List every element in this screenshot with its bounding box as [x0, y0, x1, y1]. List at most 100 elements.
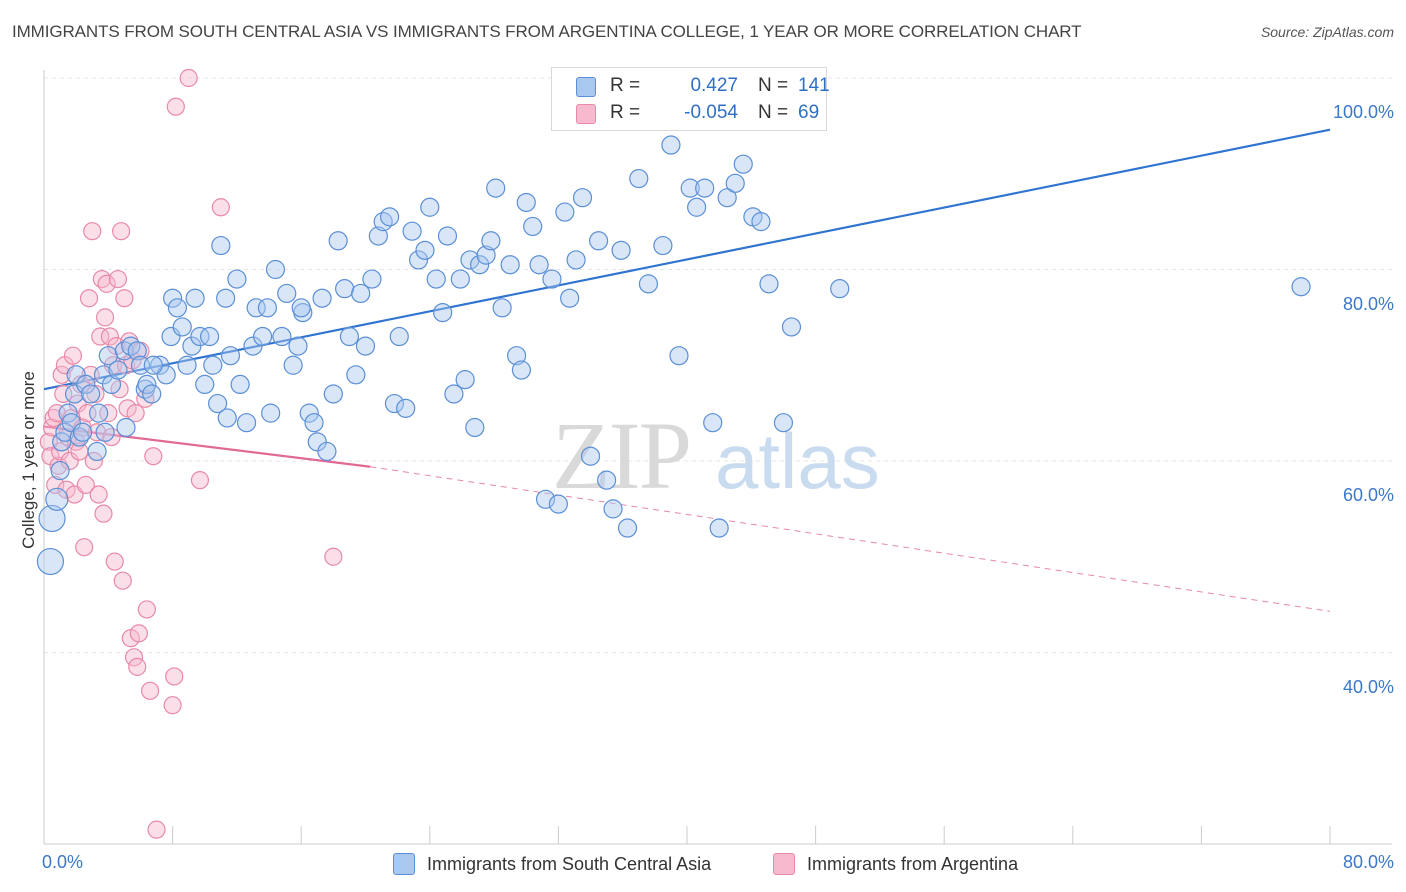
data-point-south-central-asia	[733, 154, 753, 174]
axes	[43, 70, 1392, 845]
data-point-south-central-asia	[351, 283, 371, 304]
data-point-argentina	[100, 327, 120, 346]
data-point-argentina	[163, 696, 182, 715]
legend-r-value: 0.427	[690, 75, 738, 96]
data-point-argentina	[129, 624, 148, 643]
data-point-south-central-asia	[220, 346, 241, 366]
data-point-south-central-asia	[437, 226, 458, 246]
data-point-argentina	[76, 475, 95, 495]
data-point-south-central-asia	[588, 231, 609, 251]
data-point-south-central-asia	[492, 298, 512, 318]
legend-swatch-pink	[576, 104, 596, 124]
data-point-south-central-asia	[38, 504, 66, 533]
data-point-argentina	[47, 404, 66, 423]
data-point-argentina	[137, 600, 156, 619]
data-point-argentina	[105, 552, 124, 571]
data-point-south-central-asia	[695, 178, 715, 198]
data-point-south-central-asia	[426, 269, 446, 289]
data-point-south-central-asia	[680, 178, 700, 198]
watermark-zip: ZIP	[552, 402, 690, 509]
source-label: Source: ZipAtlas.com	[1260, 24, 1394, 40]
data-point-argentina	[87, 423, 107, 442]
data-point-south-central-asia	[476, 245, 496, 265]
data-point-argentina	[147, 820, 166, 839]
data-point-south-central-asia	[830, 279, 850, 299]
data-point-argentina	[81, 365, 100, 384]
data-point-south-central-asia	[283, 355, 303, 375]
data-point-south-central-asia	[580, 446, 601, 466]
data-point-south-central-asia	[81, 384, 101, 404]
data-point-south-central-asia	[217, 408, 237, 428]
x-tick-label: 80.0%	[1342, 852, 1394, 872]
data-point-south-central-asia	[629, 168, 649, 189]
data-point-south-central-asia	[420, 197, 440, 217]
series-argentina-points	[39, 68, 343, 839]
data-point-south-central-asia	[408, 250, 429, 270]
data-point-south-central-asia	[346, 365, 366, 385]
data-point-south-central-asia	[415, 240, 435, 260]
legend-r-value: -0.054	[684, 102, 738, 123]
data-point-south-central-asia	[402, 221, 422, 241]
y-tick-label: 40.0%	[1342, 676, 1394, 697]
correlation-legend: R = 0.427 N = 141 R = -0.054 N = 69	[551, 67, 830, 131]
data-point-south-central-asia	[759, 274, 779, 294]
data-point-south-central-asia	[548, 494, 569, 514]
data-point-south-central-asia	[703, 413, 723, 433]
bottom-legend-swatch-pink	[773, 853, 795, 875]
data-point-argentina	[128, 657, 147, 676]
data-point-south-central-asia	[163, 288, 183, 308]
bottom-legend-label: Immigrants from South Central Asia	[427, 854, 712, 874]
data-point-south-central-asia	[523, 216, 543, 237]
trend-line-argentina-extension	[370, 466, 1331, 612]
data-point-south-central-asia	[603, 499, 623, 519]
data-point-south-central-asia	[465, 417, 485, 438]
data-point-argentina	[86, 384, 105, 404]
data-point-argentina	[211, 198, 230, 217]
data-point-south-central-asia	[261, 403, 281, 423]
data-point-argentina	[126, 404, 145, 423]
data-point-south-central-asia	[500, 255, 520, 275]
data-point-south-central-asia	[389, 326, 409, 347]
bottom-legend-swatch-blue	[393, 853, 415, 875]
data-point-south-central-asia	[486, 178, 506, 198]
data-point-south-central-asia	[661, 135, 681, 155]
legend-n-label: N =	[758, 102, 789, 123]
legend-n-label: N =	[758, 75, 789, 96]
legend-n-value: 69	[798, 102, 820, 123]
data-point-south-central-asia	[36, 547, 65, 576]
data-point-south-central-asia	[717, 188, 737, 208]
data-point-south-central-asia	[87, 441, 107, 462]
data-point-south-central-asia	[362, 269, 382, 289]
data-point-south-central-asia	[142, 384, 162, 404]
data-point-south-central-asia	[653, 235, 673, 256]
data-point-south-central-asia	[669, 346, 689, 366]
data-point-south-central-asia	[253, 326, 273, 347]
data-point-argentina	[99, 404, 118, 423]
data-point-south-central-asia	[304, 413, 324, 433]
legend-n-value: 141	[798, 75, 830, 96]
data-point-argentina	[166, 97, 185, 116]
data-point-argentina	[89, 485, 108, 504]
data-point-south-central-asia	[216, 288, 236, 308]
data-point-south-central-asia	[368, 226, 388, 246]
data-point-south-central-asia	[246, 298, 266, 318]
data-point-south-central-asia	[177, 355, 197, 375]
data-point-south-central-asia	[143, 355, 163, 375]
data-point-south-central-asia	[709, 518, 729, 538]
data-point-south-central-asia	[317, 441, 337, 462]
data-point-south-central-asia	[470, 255, 490, 275]
data-point-south-central-asia	[257, 298, 278, 318]
data-point-argentina	[115, 289, 134, 308]
data-point-south-central-asia	[323, 384, 343, 404]
y-tick-label: 100.0%	[1332, 102, 1394, 122]
data-point-south-central-asia	[773, 413, 794, 433]
data-point-argentina	[324, 547, 343, 566]
data-point-south-central-asia	[288, 336, 308, 356]
data-point-south-central-asia	[199, 326, 220, 347]
data-point-south-central-asia	[396, 398, 416, 418]
data-point-argentina	[144, 447, 163, 466]
data-point-south-central-asia	[137, 374, 157, 394]
data-point-south-central-asia	[444, 384, 464, 404]
data-point-south-central-asia	[277, 283, 297, 304]
data-point-south-central-asia	[433, 302, 453, 323]
